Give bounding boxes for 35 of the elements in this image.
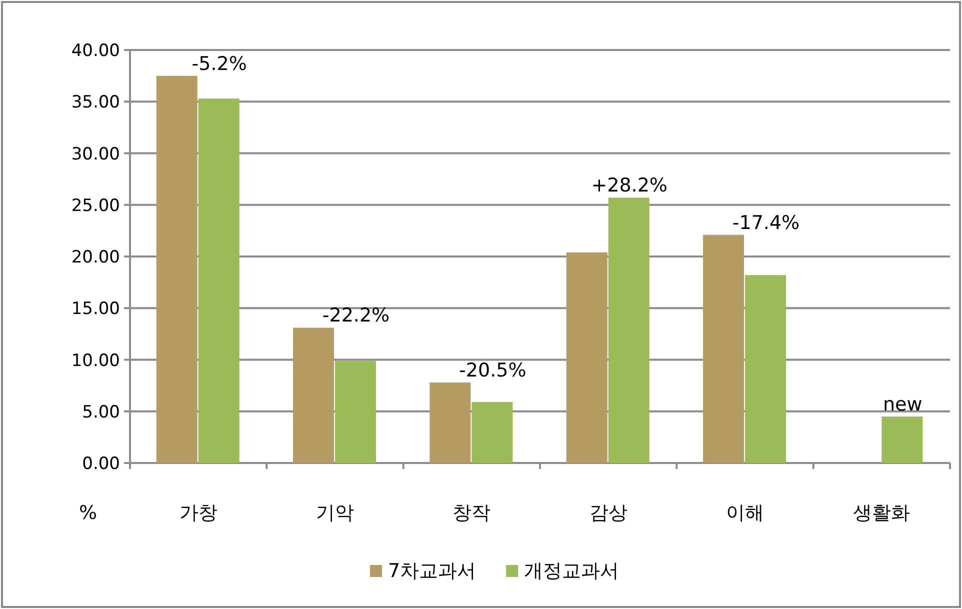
- bar: [430, 382, 471, 463]
- bar: [472, 402, 513, 463]
- y-tick-label: 40.00: [71, 41, 120, 61]
- y-tick-label: 15.00: [71, 299, 120, 320]
- x-tick-label: 감상: [589, 502, 628, 524]
- bar: [882, 416, 923, 463]
- bar: [198, 98, 240, 463]
- annotation: new: [883, 394, 922, 416]
- y-tick-label: 20.00: [71, 248, 120, 268]
- bar: [566, 252, 608, 463]
- y-tick-label: 10.00: [71, 350, 120, 371]
- y-tick-label: 0.00: [82, 454, 120, 474]
- y-axis-title: %: [78, 502, 98, 524]
- bar: [608, 198, 650, 463]
- x-tick-label: 창작: [452, 502, 491, 524]
- legend-label: 개정교과서: [524, 560, 620, 582]
- x-tick-label: 이해: [726, 502, 764, 524]
- bar: [745, 275, 786, 463]
- bar: [703, 234, 744, 463]
- y-tick-label: 35.00: [71, 92, 120, 113]
- y-tick-label: 25.00: [71, 196, 120, 216]
- annotation: -20.5%: [459, 359, 526, 382]
- bar: [293, 328, 334, 463]
- bar: [335, 360, 376, 463]
- annotation: -5.2%: [192, 52, 247, 75]
- y-tick-label: 30.00: [71, 144, 120, 164]
- x-tick-label: 생활화: [853, 502, 910, 524]
- annotation: -22.2%: [322, 304, 390, 327]
- bar: [156, 76, 198, 463]
- x-tick-label: 기악: [316, 502, 354, 524]
- annotation: -17.4%: [732, 212, 800, 234]
- x-tick-label: 가창: [179, 502, 218, 524]
- y-tick-label: 5.00: [82, 402, 120, 422]
- annotation: +28.2%: [591, 174, 668, 197]
- legend-label: 7차교과서: [388, 560, 476, 582]
